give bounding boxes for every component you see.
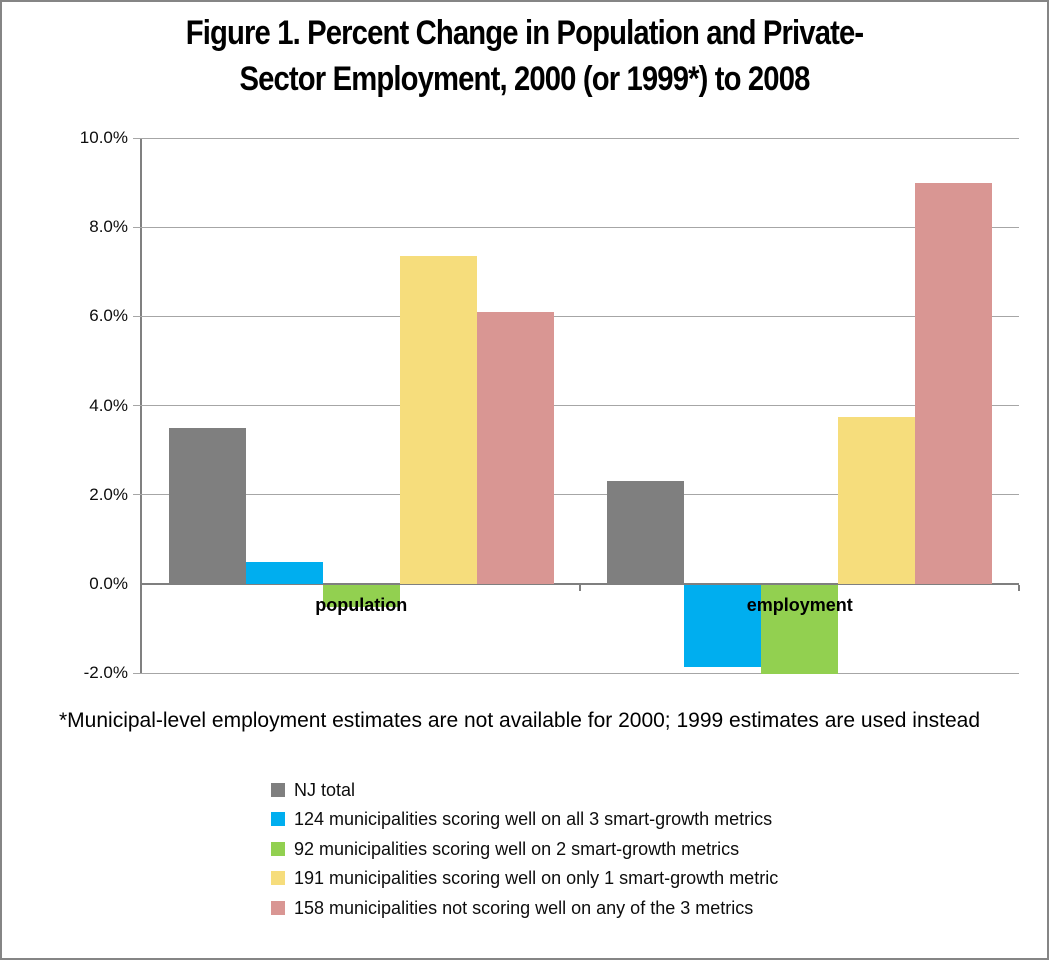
category-tick [578, 584, 581, 591]
legend-swatch [271, 841, 285, 856]
legend-item-4: 191 municipalities scoring well on only … [271, 864, 778, 894]
bar-population-3 [322, 584, 400, 608]
chart-title-line1: Figure 1. Percent Change in Population a… [185, 14, 864, 52]
legend-swatch [271, 900, 285, 915]
gridline-8.0% [133, 226, 1019, 228]
category-tick [1018, 584, 1020, 591]
y-tick-label: 6.0% [89, 306, 128, 326]
bar-employment-2 [684, 584, 762, 668]
bar-population-1 [168, 427, 246, 584]
bar-population-2 [245, 561, 323, 584]
bar-employment-3 [761, 584, 839, 674]
category-label-population: population [315, 594, 408, 615]
chart-title: Figure 1. Percent Change in Population a… [75, 10, 974, 102]
y-tick-label: -2.0% [83, 663, 128, 682]
legend-item-label: NJ total [294, 779, 356, 800]
gridline-10.0% [133, 137, 1019, 139]
gridline--2.0% [133, 672, 1019, 674]
legend: NJ total 124 municipalities scoring well … [271, 775, 778, 923]
gridline-2.0% [133, 494, 1019, 496]
legend-item-1: NJ total [271, 775, 778, 805]
plot-area: population employment [133, 137, 1020, 674]
legend-item-2: 124 municipalities scoring well on all 3… [271, 805, 778, 835]
bar-employment-5 [915, 182, 993, 584]
y-tick-label: 8.0% [89, 217, 128, 237]
bar-employment-4 [838, 416, 916, 584]
gridline-4.0% [133, 405, 1019, 406]
bar-employment-1 [607, 481, 685, 584]
legend-item-5: 158 municipalities not scoring well on a… [271, 893, 778, 923]
category-tick [140, 584, 142, 591]
legend-swatch [271, 871, 285, 886]
category-label-employment: employment [746, 594, 853, 615]
y-tick-label: 4.0% [89, 395, 128, 415]
legend-swatch [271, 782, 285, 797]
legend-item-label: 191 municipalities scoring well on only … [294, 868, 779, 889]
bar-population-5 [476, 311, 554, 584]
legend-item-label: 92 municipalities scoring well on 2 smar… [294, 838, 740, 859]
chart-title-line2: Sector Employment, 2000 (or 1999*) to 20… [239, 60, 810, 98]
y-tick-label: 2.0% [89, 484, 128, 504]
bar-population-4 [399, 256, 477, 584]
legend-swatch [271, 812, 285, 827]
gridline-6.0% [133, 315, 1019, 317]
legend-item-label: 124 municipalities scoring well on all 3… [294, 809, 773, 830]
y-tick-label: 10.0% [79, 128, 128, 147]
footnote: *Municipal-level employment estimates ar… [59, 709, 981, 732]
x-axis-line [140, 582, 1019, 585]
legend-item-label: 158 municipalities not scoring well on a… [294, 897, 754, 918]
y-tick-label: 0.0% [89, 573, 128, 593]
legend-item-3: 92 municipalities scoring well on 2 smar… [271, 834, 778, 864]
